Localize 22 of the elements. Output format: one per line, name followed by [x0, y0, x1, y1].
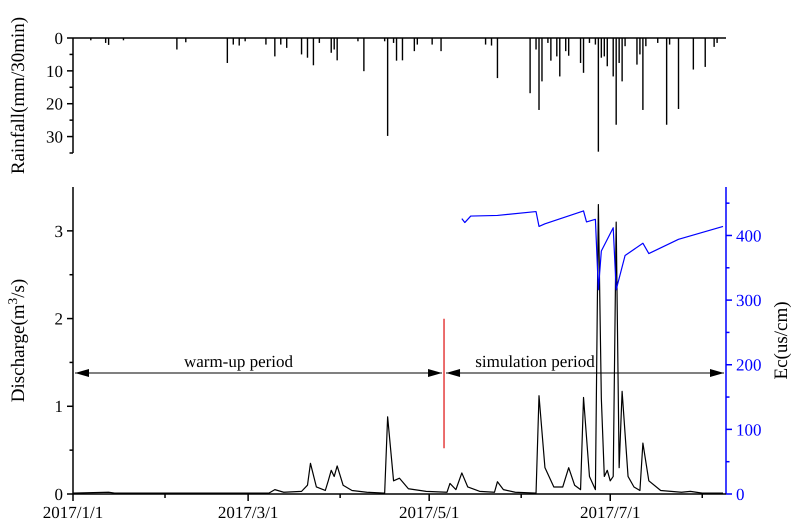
y-tick-label: 30: [46, 128, 63, 147]
y-tick-label: 2: [54, 310, 63, 329]
x-tick-label: 2017/5/1: [398, 503, 460, 522]
y2-tick-label: 200: [736, 356, 762, 375]
y-tick-label: 20: [46, 94, 63, 114]
annotation: warm-up period: [184, 352, 294, 372]
y2-tick-label: 400: [736, 226, 762, 246]
x-tick-label: 2017/3/1: [218, 503, 278, 522]
y2-tick-label: 300: [736, 291, 762, 310]
y2-tick-label: 0: [736, 484, 744, 504]
y-tick-label: 3: [54, 222, 63, 241]
line-series: [461, 210, 724, 290]
y2-tick-label: 100: [736, 420, 762, 440]
y-tick-label: 1: [54, 397, 63, 416]
y-tick-label: 10: [46, 62, 63, 81]
annotation: simulation period: [475, 352, 596, 372]
y-tick-label: 0: [54, 28, 63, 48]
x-tick-label: 2017/7/1: [580, 503, 640, 522]
y-tick-label: 0: [54, 484, 63, 504]
y-axis-title: Rainfall(mm/30min): [8, 16, 29, 174]
x-tick-label: 2017/1/1: [42, 503, 104, 522]
y2-axis-title: Ec(us/cm): [771, 301, 792, 380]
